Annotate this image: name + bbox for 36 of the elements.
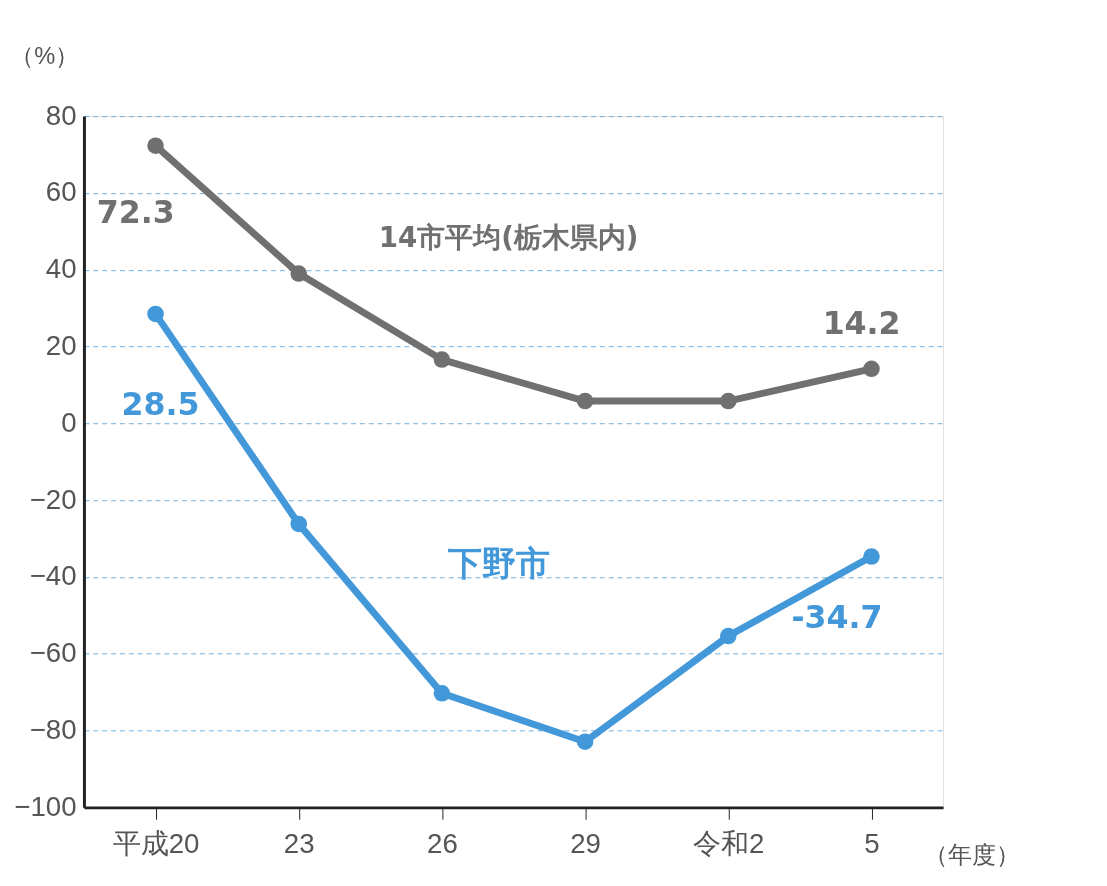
point bbox=[147, 137, 164, 154]
point bbox=[863, 548, 880, 565]
y-tick-label: 20 bbox=[45, 329, 77, 361]
point bbox=[576, 733, 594, 750]
y-tick-label: 60 bbox=[45, 176, 77, 208]
point bbox=[147, 305, 164, 323]
text: 14市平均(栃木県内) bbox=[378, 221, 639, 255]
data-label: -34.7 bbox=[791, 598, 883, 635]
y-tick-label: 0 bbox=[61, 406, 77, 438]
data-label: 28.5 bbox=[121, 385, 200, 422]
point bbox=[290, 515, 307, 533]
y-tick-label: −20 bbox=[29, 483, 77, 515]
point bbox=[720, 392, 737, 410]
y-tick-label: 40 bbox=[45, 253, 77, 285]
point bbox=[433, 351, 451, 368]
point bbox=[290, 265, 307, 282]
x-tick-label: 26 bbox=[427, 828, 458, 860]
y-tick-label: 80 bbox=[45, 99, 77, 131]
x-tick-label: 23 bbox=[283, 828, 315, 860]
data-label: 14.2 bbox=[822, 305, 901, 342]
point bbox=[433, 685, 451, 702]
point bbox=[863, 360, 880, 378]
point bbox=[720, 627, 737, 645]
x-axis-title: （年度） bbox=[923, 842, 1020, 869]
data-label: 72.3 bbox=[96, 193, 175, 230]
y-tick-label: −60 bbox=[29, 637, 77, 669]
y-tick-label: −100 bbox=[14, 790, 77, 822]
point bbox=[576, 392, 594, 410]
y-axis-title: （%） bbox=[10, 43, 80, 70]
y-tick-label: −40 bbox=[29, 560, 77, 592]
x-tick-label: 5 bbox=[864, 828, 880, 860]
x-tick-label: 29 bbox=[570, 828, 601, 860]
text: 下野市 bbox=[446, 544, 550, 584]
x-tick-label: 令和2 bbox=[693, 828, 765, 860]
x-tick-label: 平成20 bbox=[112, 828, 200, 860]
y-tick-label: −80 bbox=[29, 713, 77, 745]
